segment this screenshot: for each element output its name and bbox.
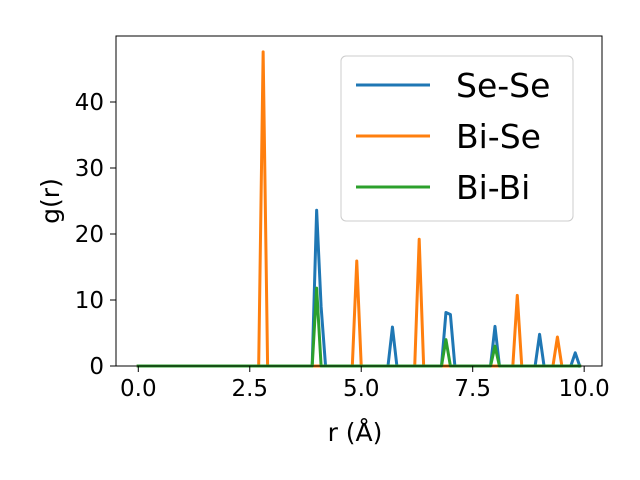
axes-layer: 0.0 2.5 5.0 7.5 10.0 0 10 20 30 40 — [75, 35, 610, 402]
x-tick-label: 5.0 — [343, 376, 380, 402]
x-tick-label: 2.5 — [231, 376, 268, 402]
y-tick-label: 0 — [89, 354, 104, 380]
series-line-se-se — [136, 208, 582, 368]
y-tick-label: 20 — [75, 222, 104, 248]
legend-label-bi-bi: Bi-Bi — [456, 168, 530, 207]
x-tick-label: 10.0 — [559, 376, 610, 402]
legend-box — [340, 55, 574, 222]
y-axis-label: g(r) — [36, 178, 65, 224]
legend-label-bi-se: Bi-Se — [456, 117, 541, 156]
series-line-bi-bi — [136, 286, 582, 368]
y-tick-label: 30 — [75, 156, 104, 182]
series-layer — [136, 50, 582, 368]
legend-label-se-se: Se-Se — [456, 66, 550, 105]
x-axis-label: r (Å) — [328, 418, 383, 447]
x-tick-label: 0.0 — [120, 376, 157, 402]
y-tick-label: 10 — [75, 288, 104, 314]
legend: Se-Se Bi-Se Bi-Bi — [340, 55, 574, 222]
series-line-bi-se — [136, 50, 582, 368]
plot-frame — [115, 35, 603, 367]
y-tick-label: 40 — [75, 90, 104, 116]
x-tick-label: 7.5 — [454, 376, 491, 402]
